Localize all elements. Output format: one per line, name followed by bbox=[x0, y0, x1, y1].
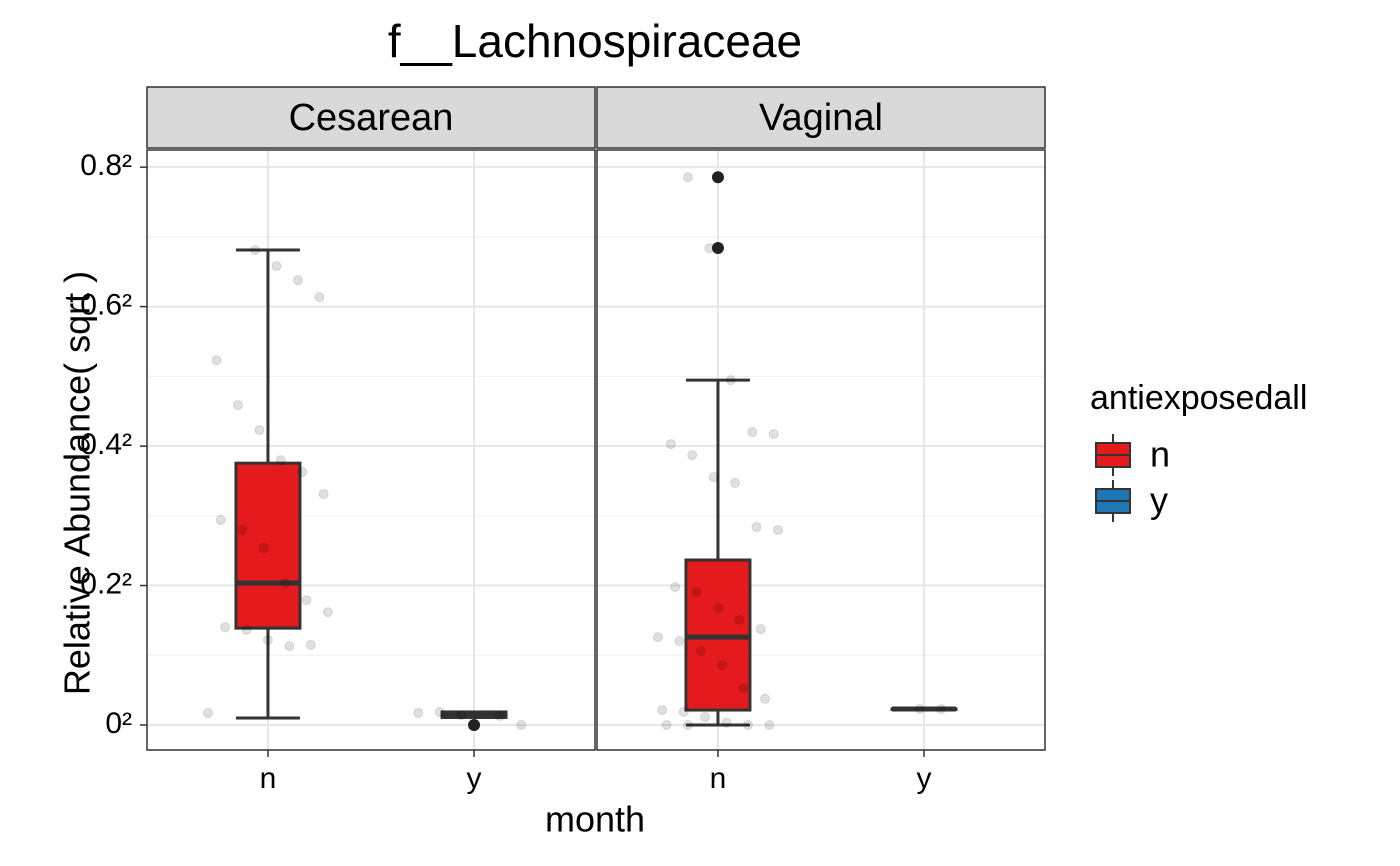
jitter-point bbox=[516, 720, 527, 730]
jitter-point bbox=[232, 400, 243, 411]
panel-border bbox=[146, 149, 596, 751]
jitter-point bbox=[314, 292, 325, 303]
x-axis-title: month bbox=[545, 799, 645, 840]
panel-background bbox=[147, 150, 595, 750]
jitter-point bbox=[661, 720, 672, 730]
jitter-point bbox=[674, 636, 685, 647]
jitter-point bbox=[301, 595, 312, 606]
jitter-point bbox=[215, 515, 226, 526]
jitter-point bbox=[220, 622, 231, 633]
jitter-point bbox=[772, 525, 783, 536]
jitter-point bbox=[678, 706, 689, 717]
chart-title: f__Lachnospiraceae bbox=[388, 15, 802, 67]
x-tick-label: n bbox=[710, 762, 727, 795]
jitter-point bbox=[687, 450, 698, 461]
jitter-point bbox=[241, 624, 252, 635]
jitter-point bbox=[657, 705, 668, 716]
jitter-point bbox=[682, 172, 693, 183]
x-tick-label: y bbox=[917, 762, 932, 795]
jitter-point bbox=[297, 467, 308, 478]
jitter-point bbox=[456, 710, 467, 721]
jitter-point bbox=[262, 634, 273, 645]
jitter-point bbox=[434, 706, 445, 717]
jitter-point bbox=[284, 641, 295, 652]
legend-label: y bbox=[1150, 480, 1168, 521]
jitter-point bbox=[742, 720, 753, 730]
jitter-point bbox=[280, 578, 291, 589]
strip-label: Vaginal bbox=[759, 97, 883, 139]
jitter-point bbox=[318, 489, 329, 500]
jitter-point bbox=[712, 603, 723, 614]
outlier bbox=[711, 241, 724, 254]
y-tick-label: 0.6² bbox=[80, 289, 132, 322]
jitter-point bbox=[250, 245, 261, 256]
jitter-point bbox=[747, 427, 758, 438]
jitter-point bbox=[730, 478, 741, 489]
jitter-point bbox=[708, 472, 719, 483]
jitter-point bbox=[914, 703, 925, 714]
panel-border bbox=[596, 149, 1046, 751]
jitter-point bbox=[738, 683, 749, 694]
jitter-point bbox=[755, 624, 766, 635]
y-tick-label: 0.4² bbox=[80, 428, 132, 461]
jitter-point bbox=[760, 693, 771, 704]
jitter-point bbox=[695, 645, 706, 656]
box bbox=[234, 461, 302, 630]
jitter-point bbox=[751, 522, 762, 533]
jitter-point bbox=[670, 582, 681, 593]
jitter-point bbox=[413, 707, 424, 718]
strip-label: Cesarean bbox=[289, 97, 454, 139]
jitter-point bbox=[202, 707, 213, 718]
jitter-point bbox=[211, 355, 222, 366]
jitter-point bbox=[258, 543, 269, 554]
strip bbox=[596, 86, 1046, 149]
legend-title: antiexposedall bbox=[1090, 379, 1307, 417]
jitter-point bbox=[254, 425, 265, 436]
jitter-point bbox=[734, 614, 745, 625]
jitter-point bbox=[237, 525, 248, 536]
jitter-point bbox=[721, 717, 732, 728]
jitter-point bbox=[305, 639, 316, 650]
jitter-point bbox=[936, 703, 947, 714]
jitter-point bbox=[691, 586, 702, 597]
panel-background bbox=[597, 150, 1045, 750]
x-tick-label: y bbox=[467, 762, 482, 795]
jitter-point bbox=[322, 607, 333, 618]
outlier bbox=[468, 719, 481, 731]
y-tick-label: 0.2² bbox=[80, 567, 132, 600]
jitter-point bbox=[725, 375, 736, 386]
jitter-point bbox=[717, 660, 728, 671]
outlier bbox=[711, 171, 724, 184]
jitter-point bbox=[292, 275, 303, 286]
jitter-point bbox=[682, 720, 693, 730]
jitter-point bbox=[275, 455, 286, 466]
y-axis-title: Relative Abundance( sqrt ) bbox=[57, 271, 98, 695]
jitter-point bbox=[271, 261, 282, 272]
legend-label: n bbox=[1150, 434, 1170, 475]
jitter-point bbox=[665, 439, 676, 450]
y-tick-label: 0.8² bbox=[80, 149, 132, 182]
jitter-point bbox=[764, 720, 775, 730]
jitter-point bbox=[652, 632, 663, 643]
strip bbox=[146, 86, 596, 149]
jitter-point bbox=[494, 710, 505, 721]
x-tick-label: n bbox=[260, 762, 277, 795]
y-tick-label: 0² bbox=[105, 707, 132, 740]
jitter-point bbox=[700, 712, 711, 723]
jitter-point bbox=[768, 429, 779, 440]
